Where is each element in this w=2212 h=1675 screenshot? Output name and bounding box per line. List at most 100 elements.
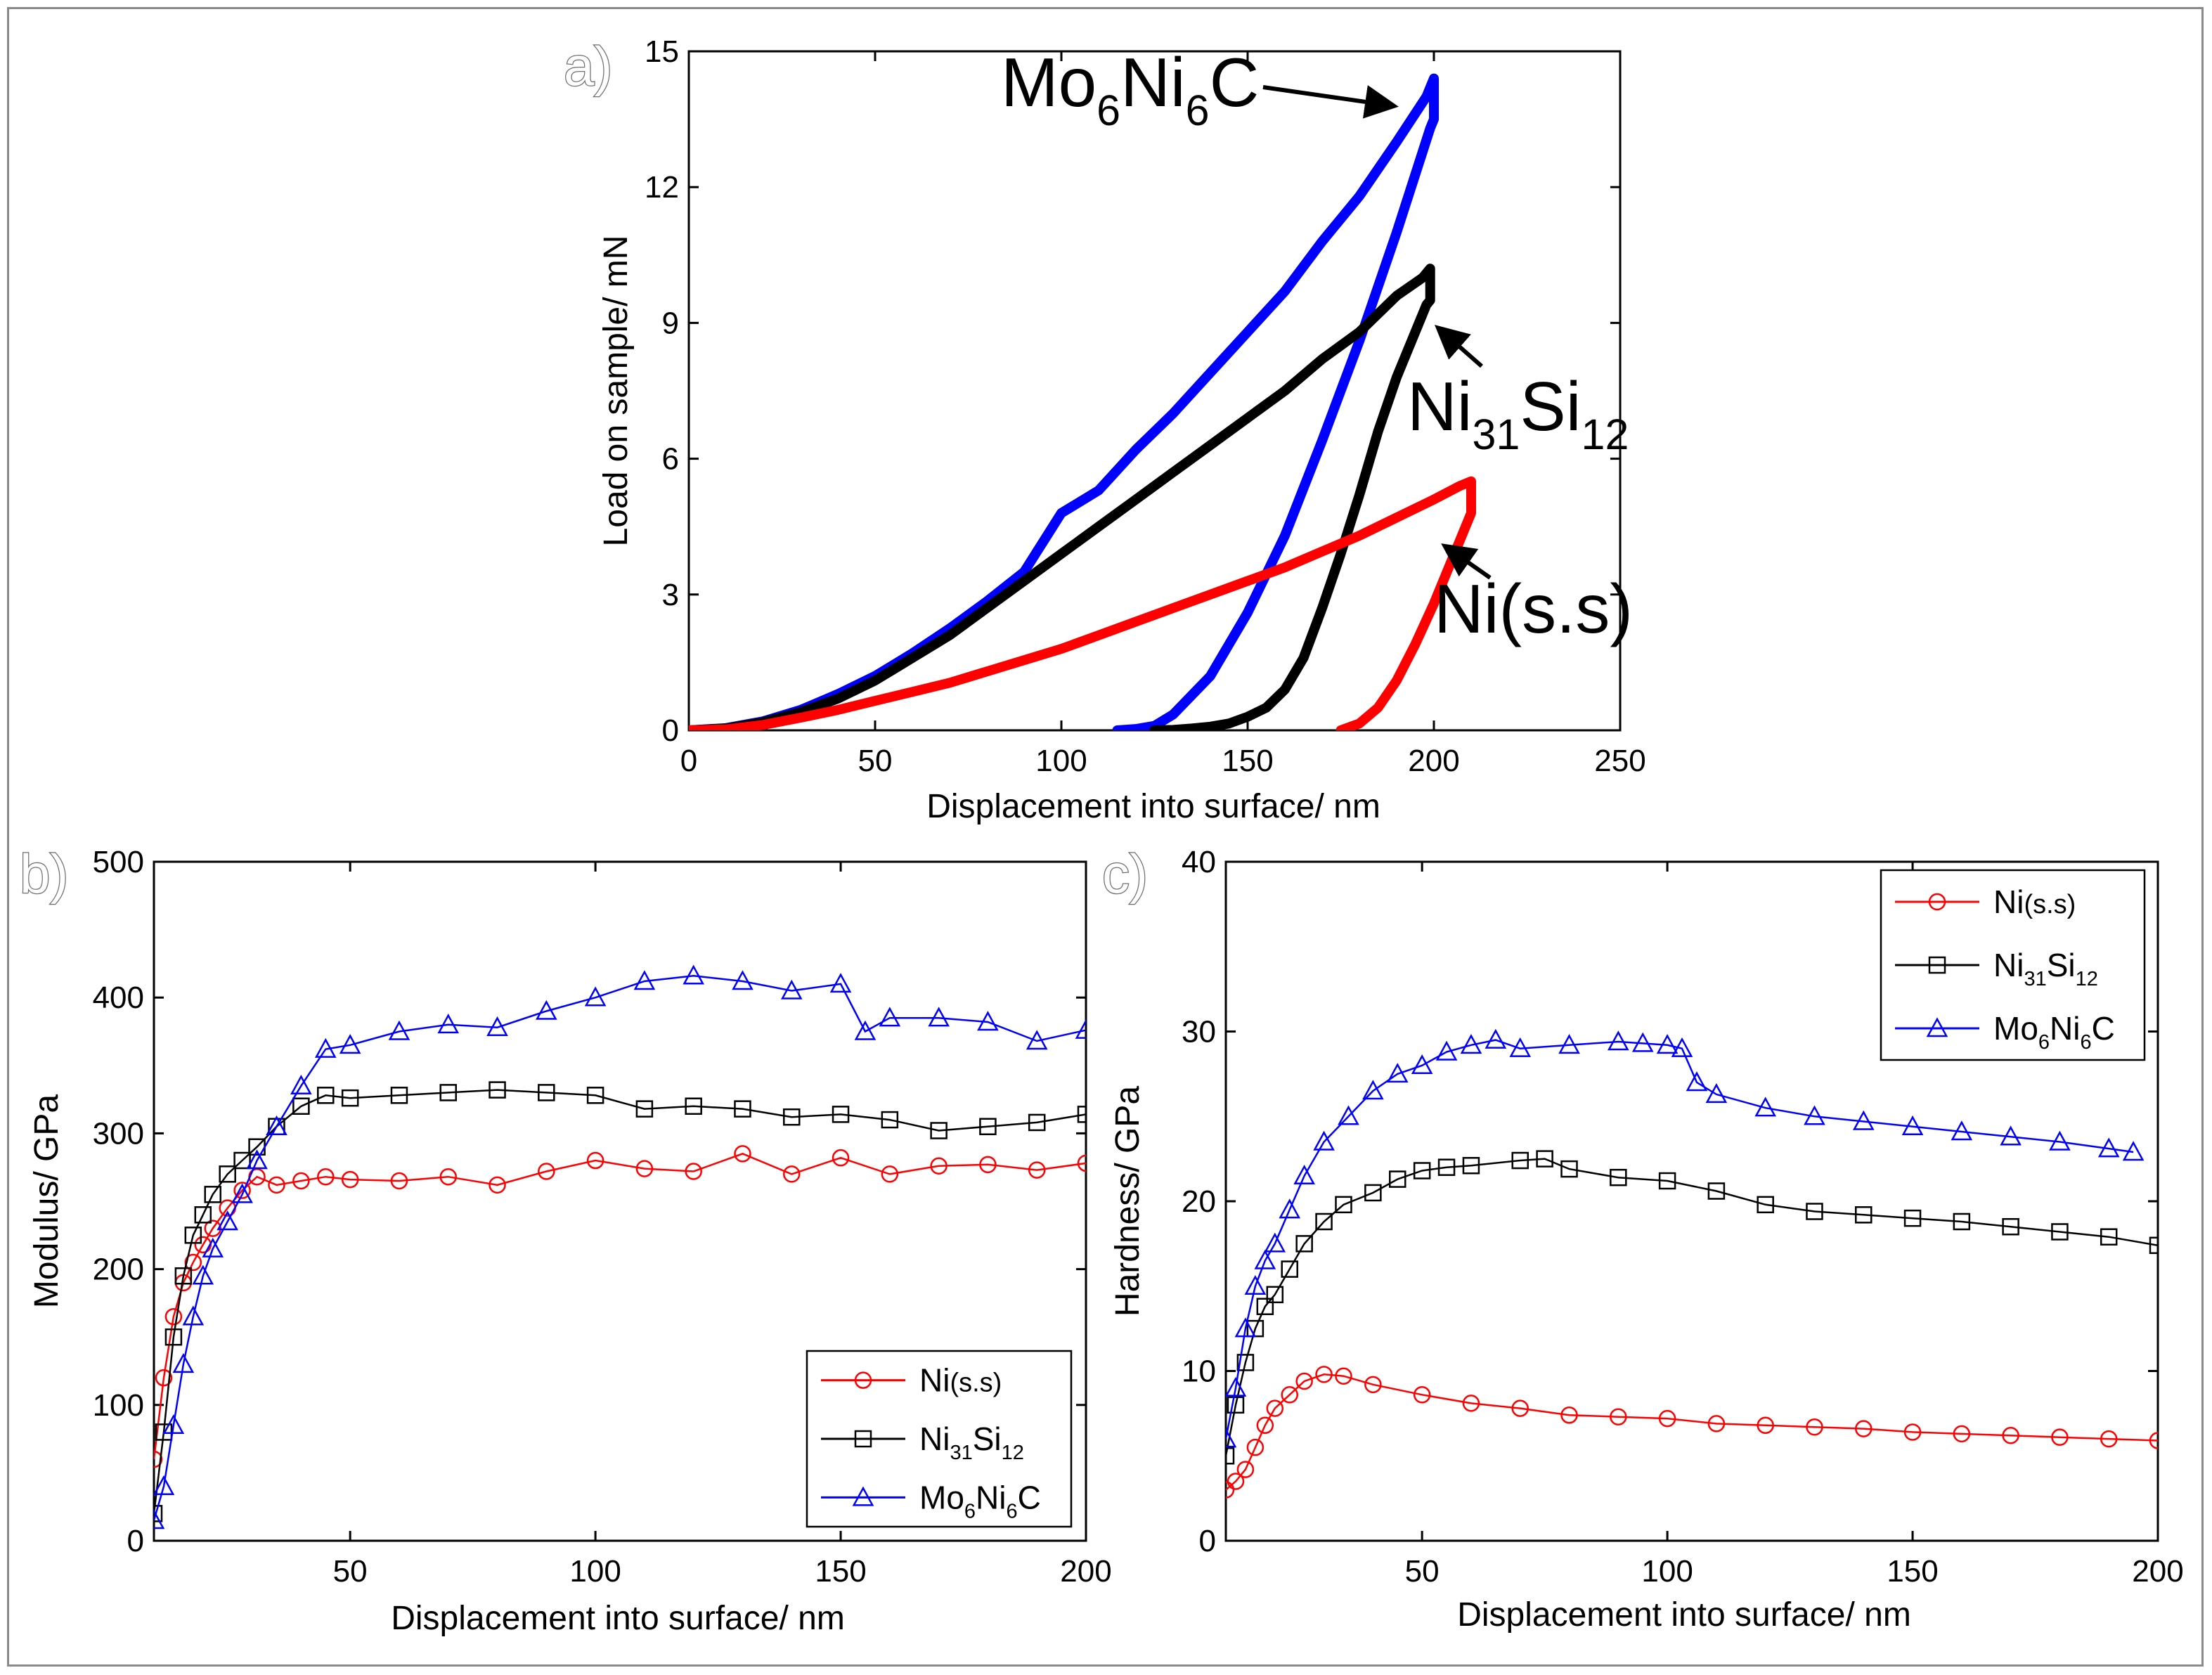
data-point-square [1315, 1212, 1333, 1231]
legend-item: Ni(s.s) [821, 1362, 1002, 1399]
data-point-square [1028, 1113, 1046, 1132]
data-point-square [194, 1206, 212, 1224]
data-point-square [489, 1081, 506, 1099]
x-tick-label: 150 [815, 1554, 866, 1589]
data-point-triangle [829, 973, 852, 993]
chart-panel-1: 0 50 100 150 200 250 0 3 6 9 12 15 Displacement into… [563, 34, 1646, 825]
data-point-triangle [314, 1037, 337, 1058]
data-point-square [1413, 1162, 1431, 1179]
legend-label: Ni31Si12 [919, 1421, 1024, 1464]
data-point-circle [1707, 1415, 1726, 1433]
text-part: Ni [1993, 947, 2024, 983]
data-point-triangle [1558, 1034, 1580, 1054]
data-point-triangle [486, 1016, 508, 1036]
data-point-circle [1610, 1408, 1627, 1425]
y-tick-label: 0 [662, 713, 679, 748]
data-point-circle [233, 1182, 251, 1199]
x-axis-title: Displacement into surface/ nm [391, 1600, 845, 1637]
plot-area [153, 860, 1087, 1542]
y-tick-label: 15 [645, 34, 679, 69]
text-part: Si [2047, 947, 2076, 983]
data-point-triangle [172, 1353, 195, 1373]
text-part: 6 [2038, 1031, 2050, 1054]
data-point-square [1928, 956, 1946, 974]
data-point-square [1226, 1447, 1235, 1465]
x-tick-label: 250 [1594, 744, 1645, 778]
legend-label: Ni(s.s) [919, 1362, 1002, 1399]
series-line [154, 1089, 1086, 1514]
data-point-square [1855, 1206, 1873, 1224]
data-point-square [164, 1328, 183, 1346]
data-point-triangle [1264, 1232, 1286, 1253]
series-line [689, 264, 1435, 730]
series-Mo6Ni6C [154, 964, 1086, 1530]
y-tick-label: 300 [93, 1116, 144, 1151]
data-point-triangle [1293, 1164, 1315, 1185]
data-point-circle [1281, 1386, 1298, 1404]
data-point-circle [979, 1156, 997, 1174]
data-point-triangle [1435, 1040, 1458, 1061]
series-line [1226, 1373, 2158, 1491]
figure-frame [7, 7, 2204, 1667]
chart-panel-2: 50 100 150 200 0 100 200 300 400 500 Displacement … [19, 842, 1112, 1637]
data-point-triangle [202, 1237, 224, 1257]
data-point-triangle [2097, 1137, 2120, 1158]
y-tick-label: 10 [1182, 1354, 1216, 1389]
data-point-triangle [2049, 1130, 2071, 1151]
series-Mo6Ni6C [1226, 1028, 2145, 1448]
data-point-square [1953, 1212, 1971, 1231]
data-point-triangle [1901, 1115, 1924, 1135]
legend-label: Mo6Ni6C [919, 1479, 1041, 1522]
data-point-triangle [1608, 1030, 1629, 1051]
data-point-circle [1028, 1161, 1046, 1179]
data-point-triangle [1926, 1017, 1948, 1037]
y-tick-label: 400 [93, 981, 144, 1015]
panel-label: b) [20, 843, 68, 905]
data-point-square [1560, 1160, 1578, 1178]
series-Ni31Si12 [689, 264, 1435, 730]
data-point-triangle [266, 1115, 287, 1135]
data-point-circle [1903, 1423, 1922, 1441]
data-point-circle [854, 1371, 872, 1389]
data-point-square [1335, 1196, 1352, 1214]
x-tick-label: 200 [2132, 1554, 2183, 1589]
data-point-square [586, 1087, 604, 1104]
data-point-triangle [1279, 1198, 1301, 1219]
data-point-circle [734, 1145, 751, 1163]
data-point-triangle [1313, 1130, 1335, 1151]
x-tick-label: 100 [569, 1554, 621, 1589]
data-point-circle [1364, 1376, 1382, 1394]
data-point-triangle [1411, 1054, 1433, 1075]
x-axis-title: Displacement into surface/ nm [1457, 1596, 1911, 1634]
data-point-circle [1246, 1438, 1265, 1456]
series-line [1226, 1158, 2158, 1456]
callout-arrow [1262, 85, 1399, 119]
data-point-triangle [1226, 1376, 1247, 1397]
data-point-square [1256, 1298, 1274, 1315]
data-point-circle [1658, 1409, 1676, 1428]
y-axis-title: Hardness/ GPa [1109, 1086, 1146, 1317]
data-point-triangle [231, 1183, 253, 1203]
data-point-circle [489, 1176, 506, 1194]
data-point-triangle [192, 1265, 214, 1285]
text-part: Ni [919, 1421, 950, 1457]
data-point-square [204, 1186, 221, 1203]
data-point-circle [2051, 1428, 2069, 1446]
data-point-circle [635, 1160, 654, 1177]
data-point-square [538, 1084, 555, 1101]
data-point-circle [1226, 1481, 1235, 1499]
data-point-triangle [339, 1034, 361, 1054]
series-Ni31Si12 [1226, 1150, 2158, 1465]
data-point-triangle [1705, 1083, 1728, 1104]
x-tick-label: 0 [680, 744, 697, 778]
legend-item: Ni31Si12 [1895, 947, 2098, 990]
data-point-circle [930, 1157, 947, 1175]
text-part: (s.s) [950, 1369, 1002, 1398]
data-point-circle [184, 1253, 202, 1272]
text-part: Si [973, 1421, 1002, 1457]
callout-arrow [1441, 543, 1492, 580]
data-point-circle [538, 1163, 555, 1180]
data-point-triangle [928, 1007, 950, 1027]
data-point-square [635, 1100, 654, 1118]
text-part: Si [1520, 368, 1581, 445]
